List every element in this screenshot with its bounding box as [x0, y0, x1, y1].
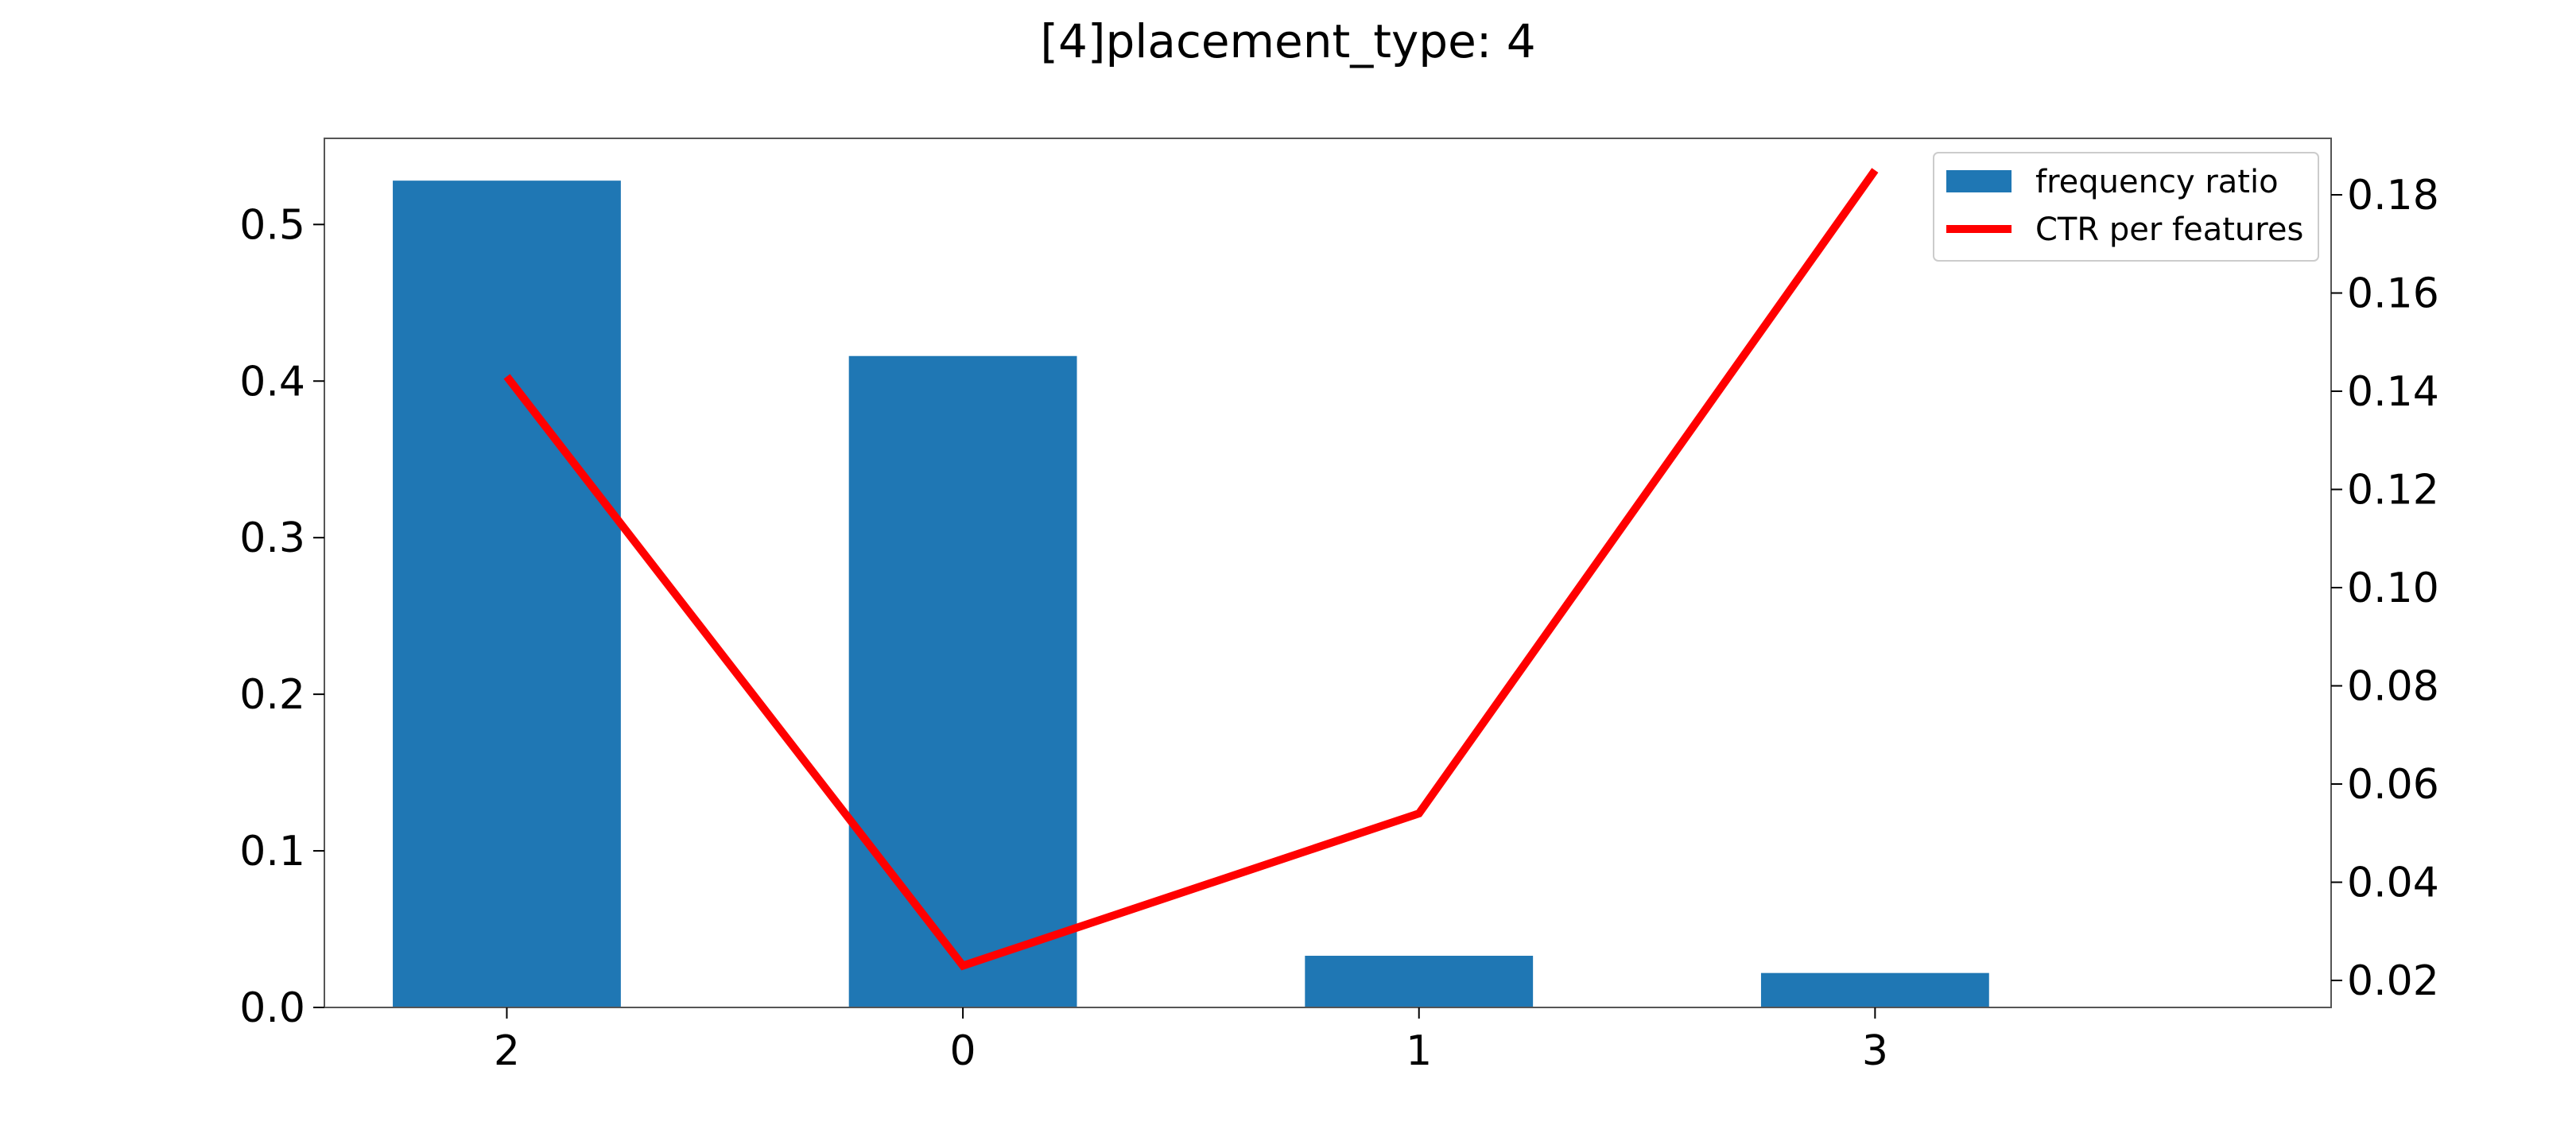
left-tick-label: 0.4 — [239, 358, 305, 406]
right-tick-label: 0.06 — [2347, 761, 2439, 809]
right-tick-label: 0.02 — [2347, 957, 2439, 1005]
left-axis: 0.0 0.1 0.2 0.3 0.4 0.5 — [239, 201, 324, 1032]
legend-swatch-frequency-ratio — [1946, 170, 2012, 192]
bar-2 — [393, 180, 621, 1007]
x-tick-label: 2 — [494, 1027, 520, 1075]
plot-frame — [324, 138, 2332, 1008]
ctr-line — [503, 168, 1879, 971]
right-tick-label: 0.14 — [2347, 368, 2439, 416]
left-tick-label: 0.5 — [239, 201, 305, 249]
bar-0 — [848, 355, 1077, 1008]
x-tick-label: 3 — [1862, 1027, 1888, 1075]
right-tick-label: 0.08 — [2347, 663, 2439, 711]
chart-title: [4]placement_type: 4 — [1040, 14, 1535, 68]
right-axis: 0.02 0.04 0.06 0.08 0.10 0.12 0.14 0.16 0.18 — [2331, 172, 2439, 1005]
legend: frequency ratio CTR per features — [1933, 152, 2319, 262]
right-tick-label: 0.18 — [2347, 172, 2439, 219]
x-tick-label: 0 — [950, 1027, 976, 1075]
right-tick-label: 0.16 — [2347, 270, 2439, 318]
left-tick-label: 0.3 — [239, 514, 305, 562]
legend-box — [1933, 152, 2319, 262]
left-tick-label: 0.2 — [239, 671, 305, 719]
legend-label-ctr-per-features: CTR per features — [2035, 212, 2303, 248]
x-tick-label: 1 — [1406, 1027, 1432, 1075]
right-tick-label: 0.12 — [2347, 467, 2439, 514]
left-tick-label: 0.0 — [239, 984, 305, 1032]
legend-label-frequency-ratio: frequency ratio — [2035, 164, 2279, 200]
bars-layer — [393, 180, 1989, 1008]
right-tick-label: 0.10 — [2347, 565, 2439, 612]
right-tick-label: 0.04 — [2347, 860, 2439, 907]
bar-3 — [1760, 972, 1989, 1007]
line-layer — [503, 168, 1879, 971]
bar-1 — [1305, 956, 1534, 1007]
left-tick-label: 0.1 — [239, 828, 305, 875]
